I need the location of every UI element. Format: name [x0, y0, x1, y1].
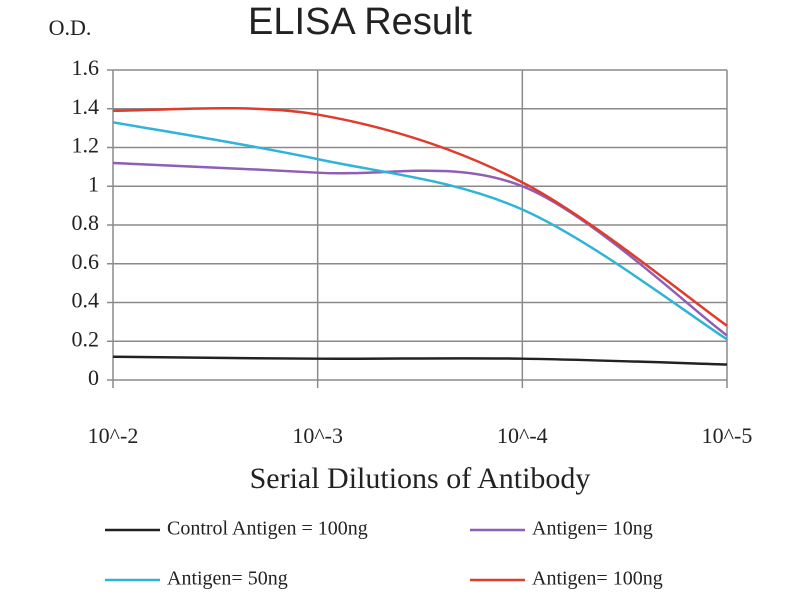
- series-line: [112, 161, 728, 337]
- legend-label: Antigen= 100ng: [532, 568, 663, 590]
- y-tick-label: 0.6: [72, 249, 100, 274]
- series-line: [112, 106, 728, 327]
- y-tick-label: 1: [88, 171, 99, 196]
- x-tick-label: 10^-5: [702, 423, 753, 448]
- y-axis-title: O.D.: [49, 15, 92, 40]
- y-tick-label: 1.6: [72, 55, 100, 80]
- y-tick-label: 0: [88, 365, 99, 390]
- legend-label: Antigen= 10ng: [532, 518, 653, 540]
- y-tick-label: 0.8: [72, 210, 100, 235]
- x-tick-label: 10^-3: [292, 423, 343, 448]
- x-axis-title: Serial Dilutions of Antibody: [250, 462, 591, 495]
- y-tick-label: 0.2: [72, 326, 100, 351]
- legend-label: Antigen= 50ng: [167, 568, 288, 590]
- series-line: [112, 355, 728, 366]
- series-line: [112, 121, 728, 341]
- legend-label: Control Antigen = 100ng: [167, 518, 368, 540]
- y-tick-label: 0.4: [72, 288, 100, 313]
- x-tick-label: 10^-4: [497, 423, 548, 448]
- y-tick-label: 1.2: [72, 133, 100, 158]
- chart-title: ELISA Result: [248, 1, 472, 43]
- y-tick-label: 1.4: [72, 94, 100, 119]
- x-tick-label: 10^-2: [88, 423, 139, 448]
